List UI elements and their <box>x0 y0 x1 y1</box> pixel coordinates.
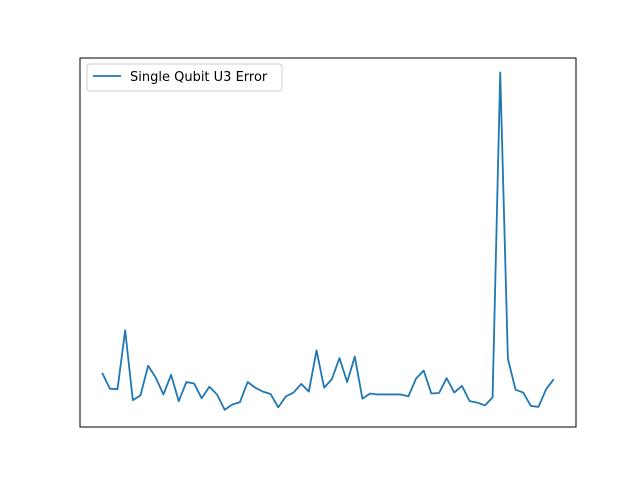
legend-box <box>86 63 283 92</box>
series-line-0 <box>101 71 555 411</box>
series-layer <box>101 71 555 411</box>
plot-frame <box>79 57 577 428</box>
legend-label: Single Qubit U3 Error <box>130 70 268 85</box>
legend: Single Qubit U3 Error <box>86 63 283 92</box>
